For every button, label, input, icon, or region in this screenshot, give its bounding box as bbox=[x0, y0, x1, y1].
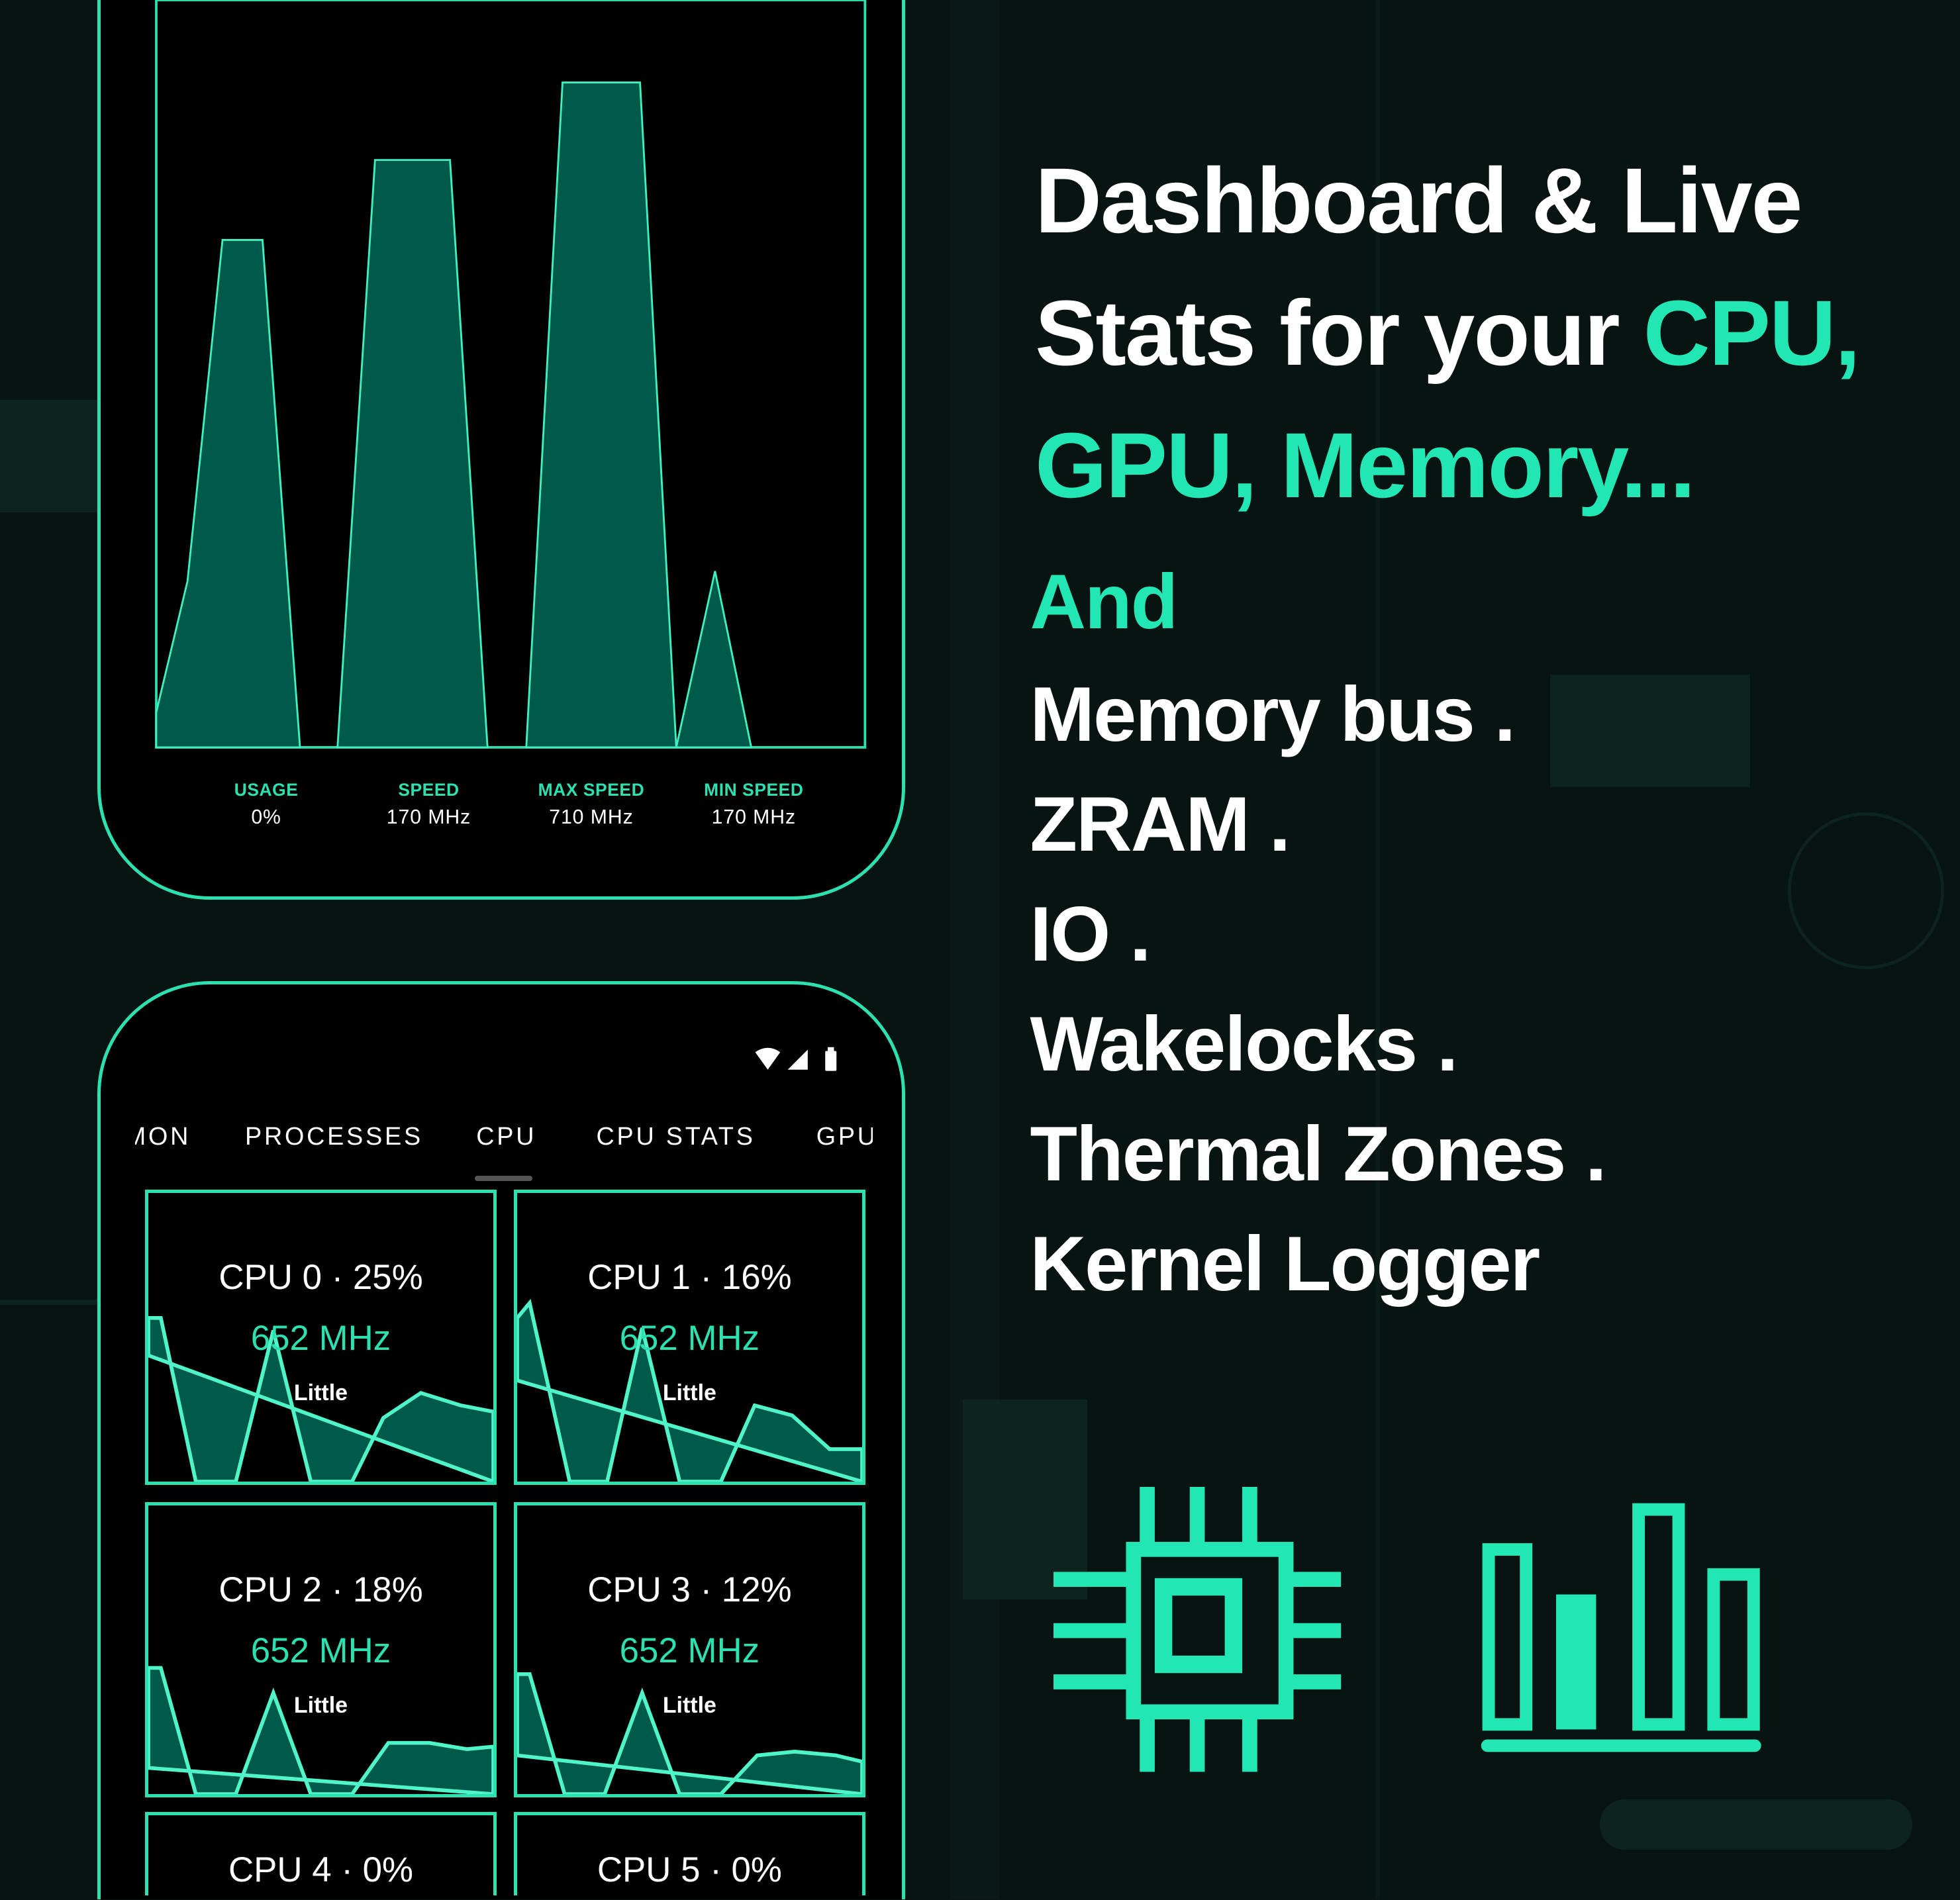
stat-min-speed: MIN SPEED 170 MHz bbox=[673, 780, 835, 829]
circuit-trace bbox=[1549, 675, 1750, 788]
core-title: CPU 5 · 0% bbox=[597, 1850, 782, 1890]
stat-speed: SPEED 170 MHz bbox=[348, 780, 510, 829]
tab-processes[interactable]: PROCESSES bbox=[245, 1122, 423, 1151]
core-title: CPU 4 · 0% bbox=[228, 1850, 413, 1890]
core-cluster: Little bbox=[662, 1380, 716, 1406]
core-frequency: 652 MHz bbox=[250, 1631, 391, 1670]
cpu-core-card[interactable]: CPU 2 · 18% 652 MHz Little bbox=[144, 1502, 497, 1798]
chart-frame bbox=[155, 0, 867, 749]
chart-area-1 bbox=[155, 239, 301, 749]
stat-value: 170 MHz bbox=[711, 806, 797, 829]
chart-area-4 bbox=[675, 571, 753, 749]
stat-label: MIN SPEED bbox=[704, 779, 804, 800]
cpu-core-card[interactable]: CPU 5 · 0% bbox=[513, 1812, 865, 1896]
circuit-trace bbox=[1375, 0, 1381, 1900]
cpu-core-card[interactable]: CPU 3 · 12% 652 MHz Little bbox=[513, 1502, 865, 1798]
circuit-trace bbox=[1600, 1799, 1913, 1850]
tab-mon[interactable]: MON bbox=[134, 1122, 191, 1151]
feature-item: IO . bbox=[1030, 890, 1152, 978]
circuit-trace bbox=[950, 0, 1001, 1900]
battery-icon bbox=[824, 1051, 836, 1071]
core-cluster: Little bbox=[293, 1380, 348, 1406]
stat-max-speed: MAX SPEED 710 MHz bbox=[510, 780, 672, 829]
feature-item: Kernel Logger bbox=[1030, 1220, 1541, 1307]
headline-line3: GPU, Memory... bbox=[1035, 413, 1695, 517]
stat-label: MAX SPEED bbox=[538, 779, 645, 800]
usage-chart bbox=[155, 0, 867, 749]
core-title: CPU 0 · 25% bbox=[219, 1258, 423, 1298]
chart-area-3 bbox=[525, 81, 677, 749]
circuit-trace bbox=[962, 1400, 1088, 1600]
circuit-trace bbox=[0, 1300, 101, 1305]
feature-item: Wakelocks . bbox=[1030, 1000, 1459, 1088]
core-frequency: 652 MHz bbox=[619, 1318, 760, 1358]
cpu-chip-icon bbox=[1054, 1487, 1342, 1772]
core-usage-sparkline bbox=[148, 1666, 494, 1795]
headline-text: Stats for your bbox=[1035, 281, 1643, 385]
circuit-ring bbox=[1787, 812, 1945, 969]
signal-icon bbox=[787, 1049, 808, 1070]
stat-value: 170 MHz bbox=[386, 806, 471, 829]
core-usage-sparkline bbox=[148, 1316, 494, 1482]
feature-item: Thermal Zones . bbox=[1030, 1110, 1607, 1198]
bar-chart-icon bbox=[1481, 1503, 1761, 1752]
tab-cpu[interactable]: CPU bbox=[476, 1122, 537, 1151]
tab-gpu[interactable]: GPU bbox=[816, 1122, 873, 1151]
core-title: CPU 1 · 16% bbox=[587, 1258, 792, 1298]
core-usage-sparkline bbox=[516, 1299, 862, 1482]
chart-area-2 bbox=[336, 159, 489, 749]
core-cluster: Little bbox=[293, 1693, 348, 1719]
tab-bar: MON PROCESSES CPU CPU STATS GPU bbox=[135, 1100, 873, 1174]
stat-value: 710 MHz bbox=[549, 806, 634, 829]
core-title: CPU 3 · 12% bbox=[587, 1570, 792, 1610]
status-bar bbox=[755, 1047, 836, 1071]
stat-value: 0% bbox=[251, 806, 281, 829]
core-frequency: 652 MHz bbox=[250, 1318, 391, 1358]
core-title: CPU 2 · 18% bbox=[219, 1570, 423, 1610]
headline-line2: Stats for your CPU, bbox=[1035, 280, 1861, 387]
stat-label: SPEED bbox=[398, 779, 460, 800]
feature-item: Memory bus . bbox=[1030, 670, 1516, 757]
core-frequency: 652 MHz bbox=[619, 1631, 760, 1670]
stat-usage: USAGE 0% bbox=[185, 780, 347, 829]
headline-line1: Dashboard & Live bbox=[1035, 148, 1802, 252]
circuit-trace bbox=[0, 400, 101, 512]
cpu-core-card[interactable]: CPU 4 · 0% bbox=[144, 1812, 497, 1896]
stat-label: USAGE bbox=[234, 779, 299, 800]
cpu-core-card[interactable]: CPU 0 · 25% 652 MHz Little bbox=[144, 1190, 497, 1486]
core-cluster: Little bbox=[662, 1693, 716, 1719]
active-tab-indicator bbox=[475, 1176, 533, 1181]
core-usage-sparkline bbox=[516, 1672, 862, 1795]
cpu-core-card[interactable]: CPU 1 · 16% 652 MHz Little bbox=[513, 1190, 865, 1486]
headline-highlight: CPU, bbox=[1643, 281, 1861, 385]
feature-item: ZRAM . bbox=[1030, 780, 1291, 867]
wifi-icon bbox=[755, 1047, 780, 1070]
headline-and: And bbox=[1030, 557, 1179, 645]
tab-cpu-stats[interactable]: CPU STATS bbox=[596, 1122, 756, 1151]
